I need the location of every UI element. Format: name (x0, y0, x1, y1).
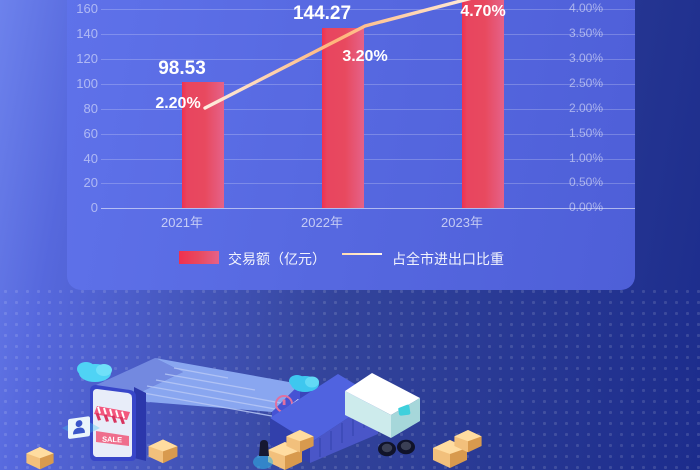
svg-text:SALE: SALE (102, 435, 122, 445)
